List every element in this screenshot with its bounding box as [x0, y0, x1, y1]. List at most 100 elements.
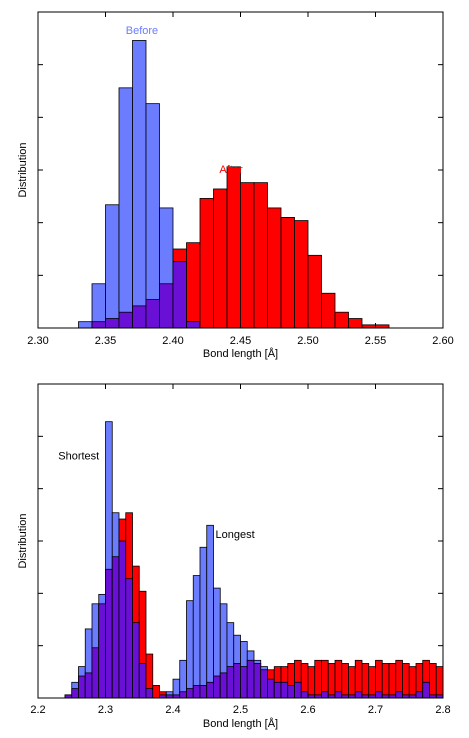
top-before-bar: [78, 321, 93, 329]
bottom-overlap-bar: [321, 691, 329, 699]
bottom-histogram: 2.2 2.3 2.4 2.5 2.6 2.7 2.8 Bond length [Å] Di…: [17, 383, 451, 730]
top-after-bar: [226, 166, 241, 329]
top-x-tick-label: 2.60: [432, 335, 453, 347]
bottom-overlap-bar: [240, 666, 248, 699]
top-after-bar: [280, 216, 295, 329]
bottom-overlap-bar: [78, 675, 86, 699]
top-overlap-bar: [91, 321, 106, 329]
bottom-overlap-bar: [280, 681, 289, 699]
bottom-x-tick-label: 2.2: [30, 704, 45, 716]
bottom-after-bar: [361, 663, 370, 699]
top-x-tick-label: 2.50: [297, 335, 318, 347]
top-x-tick-label: 2.35: [95, 335, 116, 347]
bottom-overlap-bar: [354, 691, 363, 699]
bottom-after-bar: [314, 659, 322, 699]
bottom-overlap-bar: [375, 691, 383, 699]
bottom-overlap-bar: [71, 688, 79, 699]
bottom-overlap-bar: [91, 647, 100, 699]
top-before-bar: [105, 204, 120, 329]
top-after-bar: [334, 311, 349, 329]
top-after-bar: [348, 318, 363, 329]
top-after-bar: [186, 242, 201, 329]
top-x-tick-label: 2.40: [162, 335, 183, 347]
bottom-overlap-bar: [206, 681, 214, 699]
top-x-tick-label: 2.55: [365, 335, 386, 347]
bottom-x-tick-label: 2.7: [368, 704, 383, 716]
top-x-tick-label: 2.45: [230, 335, 251, 347]
bottom-overlap-bar: [273, 681, 282, 699]
top-annotations: Before After: [126, 25, 243, 176]
top-x-axis-title: Bond length [Å]: [203, 347, 278, 360]
bottom-overlap-bar: [138, 663, 147, 699]
bottom-overlap-bar: [145, 688, 154, 699]
top-before-bar: [145, 103, 160, 329]
top-overlap-bar: [172, 261, 187, 329]
bottom-overlap-bar: [415, 691, 424, 699]
bottom-overlap-bar: [219, 672, 228, 699]
bottom-overlap-bar: [84, 672, 93, 699]
bottom-before-bar: [186, 600, 194, 699]
bottom-x-tick-label: 2.3: [98, 704, 113, 716]
bottom-after-bar: [327, 663, 336, 699]
bottom-annotation-shortest: Shortest: [58, 450, 99, 462]
bottom-before-bar: [206, 524, 214, 699]
bottom-overlap-bar: [395, 691, 403, 699]
bottom-overlap-bar: [98, 603, 106, 699]
top-overlap-bar: [132, 305, 147, 329]
bottom-after-bar: [307, 666, 316, 699]
top-ticks: 2.30 2.35 2.40 2.45 2.50 2.55 2.60: [27, 12, 454, 347]
bottom-before-bar: [199, 546, 208, 699]
top-overlap-bar: [118, 311, 133, 329]
bottom-overlap-bar: [125, 578, 133, 699]
top-after-bar: [321, 292, 336, 329]
bottom-x-tick-label: 2.5: [233, 704, 248, 716]
top-before-bar: [132, 40, 147, 329]
bottom-after-bar: [381, 663, 390, 699]
bottom-overlap-bar: [105, 568, 113, 699]
bottom-overlap-bar: [132, 622, 140, 699]
top-before-bar: [118, 87, 133, 329]
bottom-overlap-bar: [226, 666, 235, 699]
top-x-tick-label: 2.30: [27, 335, 48, 347]
bottom-overlap-bar: [111, 556, 120, 699]
bottom-after-bar: [388, 663, 397, 699]
top-overlap-bar: [105, 318, 120, 329]
bottom-overlap-bar: [179, 691, 187, 699]
bottom-overlap-bar: [422, 681, 430, 699]
bottom-overlap-bar: [213, 675, 221, 699]
bottom-after-bar: [402, 663, 410, 699]
bottom-y-axis-title: Distribution: [17, 513, 29, 568]
bottom-before-bar: [192, 575, 201, 699]
bottom-overlap-bar: [118, 540, 127, 699]
bottom-x-tick-label: 2.4: [165, 704, 180, 716]
bottom-after-bar: [348, 666, 356, 699]
top-after-bar: [199, 198, 214, 329]
top-after-bar: [307, 254, 322, 329]
top-after-bar: [213, 188, 228, 329]
bottom-overlap-bar: [300, 691, 309, 699]
bottom-after-bar: [368, 666, 376, 699]
top-bars: [78, 40, 390, 329]
top-after-bar: [240, 182, 255, 329]
bottom-overlap-bar: [233, 663, 241, 699]
bottom-after-bar: [408, 666, 417, 699]
bottom-overlap-bar: [334, 691, 343, 699]
bottom-x-tick-label: 2.6: [300, 704, 315, 716]
top-after-bar: [267, 207, 282, 329]
top-overlap-bar: [186, 321, 201, 329]
bottom-annotation-longest: Longest: [216, 529, 255, 541]
top-annotation-before: Before: [126, 25, 158, 37]
bottom-overlap-bar: [199, 685, 208, 699]
bottom-overlap-bar: [294, 681, 302, 699]
bottom-after-bar: [152, 685, 160, 699]
bottom-after-bar: [341, 663, 349, 699]
bottom-x-axis-title: Bond length [Å]: [203, 717, 278, 730]
top-histogram: 2.30 2.35 2.40 2.45 2.50 2.55 2.60 Bond length…: [17, 11, 454, 360]
bottom-overlap-bar: [186, 688, 194, 699]
bottom-overlap-bar: [267, 678, 275, 699]
bottom-annotations: Shortest Longest: [58, 450, 254, 541]
bottom-overlap-bar: [246, 659, 255, 699]
bottom-ticks: 2.2 2.3 2.4 2.5 2.6 2.7 2.8: [30, 384, 451, 716]
top-overlap-bar: [159, 283, 174, 329]
